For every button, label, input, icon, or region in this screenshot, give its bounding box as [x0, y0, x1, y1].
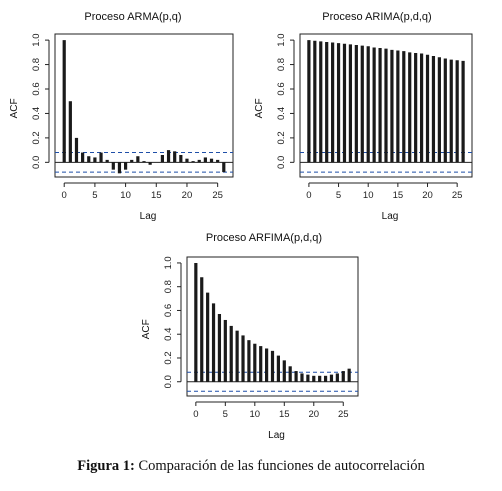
- x-tick-label: 5: [92, 190, 97, 201]
- y-tick-label: 0.0: [163, 375, 174, 388]
- chart-title: Proceso ARIMA(p,d,q): [322, 11, 431, 23]
- y-tick-label: 0.8: [31, 58, 42, 71]
- y-tick-label: 1.0: [276, 34, 287, 47]
- x-axis-label: Lag: [382, 211, 399, 222]
- x-tick-label: 10: [363, 190, 374, 201]
- y-tick-label: 0.0: [276, 156, 287, 169]
- y-tick-label: 0.8: [276, 58, 287, 71]
- y-tick-label: 0.4: [163, 328, 174, 341]
- y-tick-label: 0.6: [31, 82, 42, 95]
- y-tick-label: 0.6: [276, 82, 287, 95]
- chart-title: Proceso ARMA(p,q): [84, 11, 181, 23]
- y-tick-label: 0.4: [276, 107, 287, 120]
- x-tick-label: 15: [393, 190, 404, 201]
- x-tick-label: 20: [182, 190, 193, 201]
- y-tick-label: 0.6: [163, 304, 174, 317]
- y-tick-label: 1.0: [163, 256, 174, 269]
- x-tick-label: 0: [193, 409, 198, 420]
- figure-caption: Figura 1: Comparación de las funciones d…: [0, 458, 502, 475]
- x-tick-label: 15: [279, 409, 290, 420]
- plot-frame: [186, 256, 359, 397]
- x-tick-label: 0: [306, 190, 311, 201]
- x-tick-label: 20: [422, 190, 433, 201]
- y-tick-label: 0.8: [163, 280, 174, 293]
- x-tick-label: 10: [120, 190, 131, 201]
- x-tick-label: 5: [223, 409, 228, 420]
- y-axis-label: ACF: [9, 98, 20, 118]
- x-tick-label: 25: [338, 409, 349, 420]
- chart-title: Proceso ARFIMA(p,d,q): [206, 232, 322, 244]
- x-axis-label: Lag: [140, 211, 157, 222]
- y-tick-label: 0.4: [31, 107, 42, 120]
- x-tick-label: 25: [452, 190, 463, 201]
- x-tick-label: 25: [212, 190, 223, 201]
- x-tick-label: 20: [308, 409, 319, 420]
- x-tick-label: 5: [336, 190, 341, 201]
- y-axis-label: ACF: [254, 98, 265, 118]
- x-tick-label: 10: [250, 409, 261, 420]
- caption-text: Comparación de las funciones de autocorr…: [134, 458, 425, 474]
- x-tick-label: 15: [151, 190, 162, 201]
- x-tick-label: 0: [62, 190, 67, 201]
- y-axis-label: ACF: [141, 319, 152, 339]
- x-axis-label: Lag: [268, 430, 285, 441]
- y-tick-label: 0.2: [276, 131, 287, 144]
- y-tick-label: 1.0: [31, 34, 42, 47]
- y-tick-label: 0.0: [31, 156, 42, 169]
- y-tick-label: 0.2: [31, 131, 42, 144]
- y-tick-label: 0.2: [163, 351, 174, 364]
- caption-label: Figura 1:: [77, 458, 135, 474]
- plot-frame: [54, 33, 234, 178]
- plot-frame: [299, 33, 473, 178]
